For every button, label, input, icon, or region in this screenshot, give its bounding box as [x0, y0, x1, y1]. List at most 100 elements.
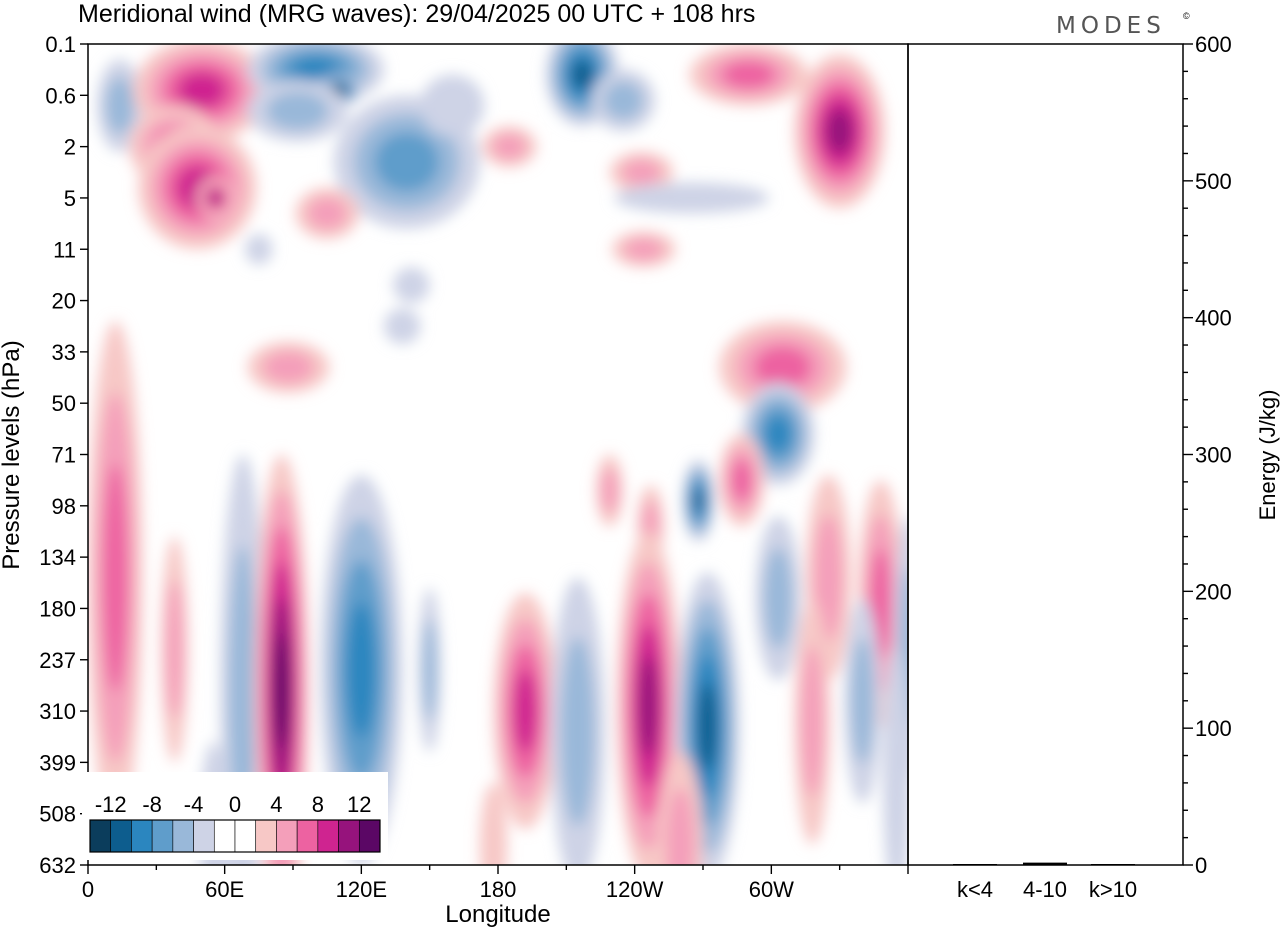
x-tick-label: 180 — [480, 877, 517, 902]
contour-level — [347, 602, 376, 738]
x-tick-label: 60W — [749, 877, 794, 902]
colorbar-swatch — [213, 819, 236, 853]
contour-level — [514, 670, 537, 753]
contour-level — [274, 633, 289, 748]
energy-bar-2 — [1091, 864, 1135, 866]
contour-feature-35 — [493, 593, 558, 830]
contour-level — [851, 637, 874, 764]
contour-feature-36 — [550, 577, 606, 865]
energy-bar-0 — [953, 864, 997, 866]
y-tick-label: 508 — [39, 802, 76, 827]
brand-logo: MODES © — [1056, 11, 1190, 39]
contour-feature-13 — [591, 69, 656, 132]
y-tick-label: 5 — [64, 186, 76, 211]
contour-feature-16 — [611, 231, 676, 268]
contour-feature-15 — [614, 182, 770, 214]
contour-feature-29 — [88, 321, 143, 835]
colorbar-swatch — [255, 819, 277, 853]
contour-feature-31 — [220, 454, 266, 865]
contour-feature-24 — [741, 382, 815, 486]
contour-level — [307, 197, 347, 230]
contour-level — [266, 91, 329, 130]
contour-level — [210, 192, 221, 204]
y-tick-label: 20 — [52, 289, 76, 314]
y-tick-label: 399 — [39, 750, 76, 775]
y-tick-label: 632 — [39, 853, 76, 878]
y-tick-label: 50 — [52, 391, 76, 416]
colorbar-swatch — [193, 819, 215, 853]
contour-level — [624, 238, 664, 261]
contour-feature-11 — [482, 126, 537, 168]
contour-level — [228, 545, 257, 836]
colorbar-swatch — [234, 819, 257, 853]
colorbar-label: -4 — [184, 792, 204, 817]
colorbar-label: -12 — [95, 792, 127, 817]
energy-axis-label: Energy (J/kg) — [1255, 390, 1280, 521]
contour-feature-20 — [393, 267, 430, 304]
contour-feature-4 — [197, 177, 234, 219]
contour-feature-7 — [247, 79, 348, 142]
contour-feature-22 — [247, 341, 330, 393]
contour-field — [88, 44, 908, 865]
contour-feature-33 — [320, 475, 403, 865]
x-tick-label: 120E — [336, 877, 387, 902]
contour-feature-21 — [384, 308, 421, 345]
x-tick-label: 120W — [606, 877, 664, 902]
contour-level — [178, 72, 226, 109]
colorbar-label: 12 — [347, 792, 371, 817]
y-tick-label: 0.6 — [45, 83, 76, 108]
y-tick-label: 0.1 — [45, 32, 76, 57]
contour-level — [263, 351, 314, 384]
energy-tick-label: 400 — [1195, 306, 1232, 331]
colorbar-label: 4 — [270, 792, 282, 817]
contour-feature-9 — [295, 187, 360, 239]
y-tick-label: 180 — [39, 596, 76, 621]
contour-level — [479, 782, 508, 865]
longitude-axis: 0 60E 120E 180 120W 60W — [82, 865, 909, 902]
contour-level — [882, 644, 908, 865]
energy-category-label: 4-10 — [1023, 877, 1067, 902]
contour-level — [764, 547, 793, 649]
contour-feature-34 — [418, 587, 442, 753]
contour-level — [571, 60, 593, 90]
contour-feature-10 — [420, 74, 485, 137]
contour-feature-47 — [657, 752, 703, 865]
colorbar-swatch — [110, 819, 132, 853]
contour-feature-45 — [882, 644, 908, 865]
contour-feature-25 — [718, 433, 765, 527]
contour-level — [639, 656, 658, 756]
contour-feature-3 — [138, 126, 257, 250]
contour-level — [384, 308, 421, 345]
contour-feature-0 — [97, 59, 143, 152]
contour-level — [814, 514, 843, 641]
contour-level — [666, 787, 695, 865]
contour-level — [420, 74, 485, 137]
y-tick-label: 134 — [39, 545, 76, 570]
energy-tick-label: 300 — [1195, 443, 1232, 468]
colorbar-swatch — [172, 819, 194, 853]
brand-mark: © — [1183, 11, 1190, 21]
colorbar-swatch — [131, 819, 153, 853]
y-tick-label: 310 — [39, 699, 76, 724]
contour-feature-44 — [844, 598, 881, 804]
colorbar-frame — [89, 819, 381, 853]
contour-feature-39 — [755, 516, 801, 681]
energy-tick-label: 200 — [1195, 579, 1232, 604]
contour-level — [560, 636, 595, 827]
colorbar-swatch — [296, 819, 319, 853]
energy-axis: 0 100 200 300 400 500 600 — [1183, 32, 1232, 878]
contour-level — [292, 57, 340, 83]
x-tick-label: 0 — [82, 877, 94, 902]
colorbar-swatch — [358, 819, 381, 853]
contour-level — [698, 682, 717, 771]
y-tick-label: 33 — [52, 340, 76, 365]
y-tick-label: 11 — [53, 237, 76, 262]
contour-level — [393, 267, 430, 304]
colorbar-swatch — [89, 819, 112, 853]
contour-feature-26 — [682, 459, 715, 542]
y-tick-label: 71 — [52, 443, 76, 468]
chart-title: Meridional wind (MRG waves): 29/04/2025 … — [78, 0, 755, 28]
contour-feature-48 — [479, 782, 508, 865]
colorbar-label: 8 — [312, 792, 324, 817]
